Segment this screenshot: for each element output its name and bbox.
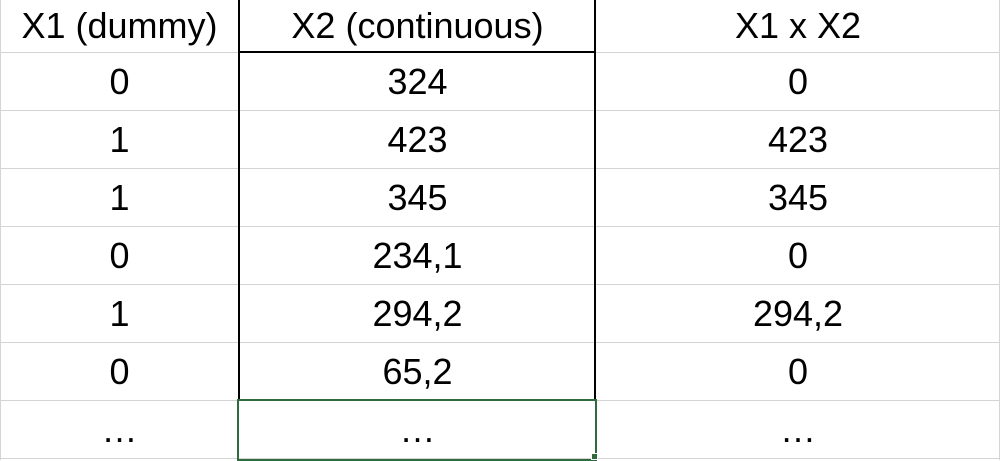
fill-handle[interactable] (591, 453, 598, 460)
table-cell[interactable]: 423 (767, 118, 829, 160)
table-cell[interactable]: 0 (787, 350, 809, 392)
column-divider (0, 0, 1, 460)
table-cell[interactable]: 0 (109, 234, 130, 276)
row-divider (0, 458, 1000, 459)
table-cell[interactable]: 294,2 (372, 292, 463, 334)
table-cell[interactable]: 0 (109, 350, 130, 392)
row-divider (0, 226, 1000, 227)
column-border (238, 0, 240, 400)
table-cell[interactable]: … (780, 408, 816, 450)
table-cell[interactable]: 345 (387, 176, 448, 218)
row-divider (0, 168, 1000, 169)
table-cell[interactable]: 294,2 (752, 292, 844, 334)
table-cell[interactable]: 1 (109, 292, 130, 334)
table-cell[interactable]: 0 (787, 60, 809, 102)
table-cell[interactable]: 1 (109, 118, 130, 160)
header-cell-x2[interactable]: X2 (continuous) (291, 5, 544, 46)
table-cell[interactable]: 234,1 (372, 234, 463, 276)
row-divider (0, 284, 1000, 285)
table-cell[interactable]: 1 (109, 176, 130, 218)
table-cell[interactable]: … (399, 408, 436, 450)
row-divider (0, 110, 1000, 111)
table-cell[interactable]: 324 (387, 60, 448, 102)
table-cell[interactable]: 0 (109, 60, 130, 102)
table-cell[interactable]: 0 (787, 234, 809, 276)
row-divider (0, 342, 1000, 343)
header-cell-x1[interactable]: X1 (dummy) (21, 5, 218, 46)
table-cell[interactable]: 345 (767, 176, 829, 218)
table-cell[interactable]: … (101, 408, 138, 450)
header-border (239, 51, 595, 53)
header-cell-x1x2[interactable]: X1 x X2 (734, 5, 862, 46)
table-cell[interactable]: 65,2 (382, 350, 453, 392)
column-border (594, 0, 596, 400)
table-cell[interactable]: 423 (387, 118, 448, 160)
